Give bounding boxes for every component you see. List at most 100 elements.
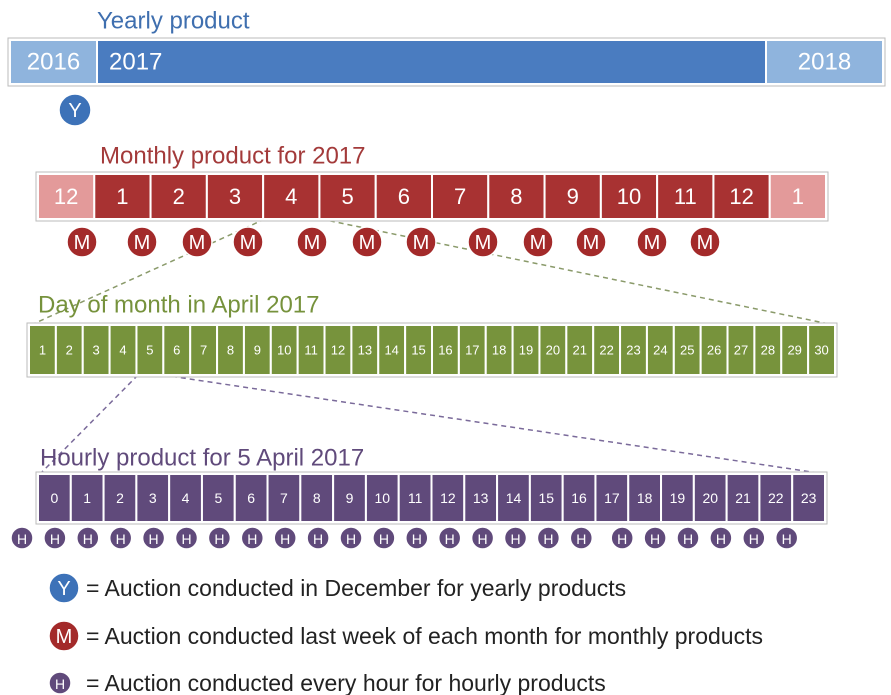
cell-label: 19 [670,490,686,506]
cell [216,324,245,376]
marker [636,226,668,258]
marker [610,526,634,550]
cell-label: 9 [567,184,579,209]
cell [296,324,326,376]
marker [405,526,429,550]
cell [627,473,663,523]
cell-label: 8 [227,343,234,358]
marker-label: H [478,531,488,547]
marker [742,526,766,550]
cell-label: 8 [510,184,522,209]
marker-label: Y [68,100,81,122]
marker-label: H [716,531,726,547]
cell [93,173,152,220]
legend-text: = Auction conducted every hour for hourl… [86,670,606,695]
marker-label: H [55,676,65,692]
marker-label: H [313,531,323,547]
zoom-line [30,218,266,326]
marker [536,526,561,550]
cell [96,39,767,85]
cell [538,324,568,376]
cell [350,324,380,376]
cell-label: 12 [440,490,456,506]
cell-label: 13 [473,490,489,506]
cell-label: 18 [637,490,653,506]
cell-label: 17 [604,490,620,506]
cell-label: 28 [761,343,775,358]
cell [645,324,675,376]
cell [9,39,98,85]
marker-label: M [697,232,714,254]
marker-label: H [83,531,93,547]
marker [569,526,594,550]
cell-label: 26 [707,343,721,358]
marker [181,226,213,258]
cell-label: 29 [787,343,801,358]
cell-label: 15 [411,343,425,358]
marker-label: H [346,531,356,547]
marker [522,226,554,258]
cell-label: 7 [454,184,466,209]
cell [205,173,265,220]
cell-label: 6 [398,184,410,209]
marker-label: M [644,232,661,254]
cell-label: 9 [254,343,261,358]
marker [240,526,265,550]
cell [162,324,192,376]
marker-label: H [412,531,422,547]
cell-label: 2 [66,343,73,358]
cell [37,473,72,523]
cell [323,324,353,376]
cell [397,473,433,523]
marker-label: H [543,531,553,547]
cell [374,173,434,220]
cell [262,173,321,220]
cell-label: 21 [735,490,751,506]
zoom-line [162,374,826,475]
cell-label: 4 [182,490,190,506]
cell-label: 2 [116,490,124,506]
cell-label: 4 [285,184,297,209]
legend-text: = Auction conducted last week of each mo… [86,623,763,649]
marker [43,526,67,550]
cell [758,473,794,523]
marker [296,226,328,258]
cell-label: 17 [465,343,479,358]
cell [619,324,648,376]
marker [76,526,100,550]
cell-label: 14 [506,490,522,506]
cell-label: 25 [680,343,694,358]
marker [676,526,700,550]
section-title: Yearly product [97,8,250,35]
cell-label: 23 [626,343,640,358]
cell-label: 1 [83,490,91,506]
cell-label: 1 [792,184,804,209]
cell [463,473,499,523]
cell [791,473,826,523]
cell [269,324,299,376]
marker-label: H [149,531,159,547]
cell [726,324,756,376]
marker [48,572,80,604]
connectors [30,218,835,475]
marker [232,226,264,258]
cell [135,473,171,523]
marker-label: M [240,232,257,254]
marker [306,526,330,550]
marker-label: H [683,531,693,547]
cell [765,39,884,85]
marker [58,93,92,127]
marker-label: H [214,531,224,547]
marker [141,526,166,550]
marker-label: H [247,531,257,547]
legend-text: = Auction conducted in December for year… [86,575,626,601]
cell [599,173,659,220]
cell-label: 9 [346,490,354,506]
marker-label: M [583,232,600,254]
cell-label: 22 [599,343,613,358]
marker [48,671,72,695]
marker-label: M [56,626,73,648]
marker-label: H [445,531,455,547]
cell-label: 22 [768,490,784,506]
cell [457,324,487,376]
